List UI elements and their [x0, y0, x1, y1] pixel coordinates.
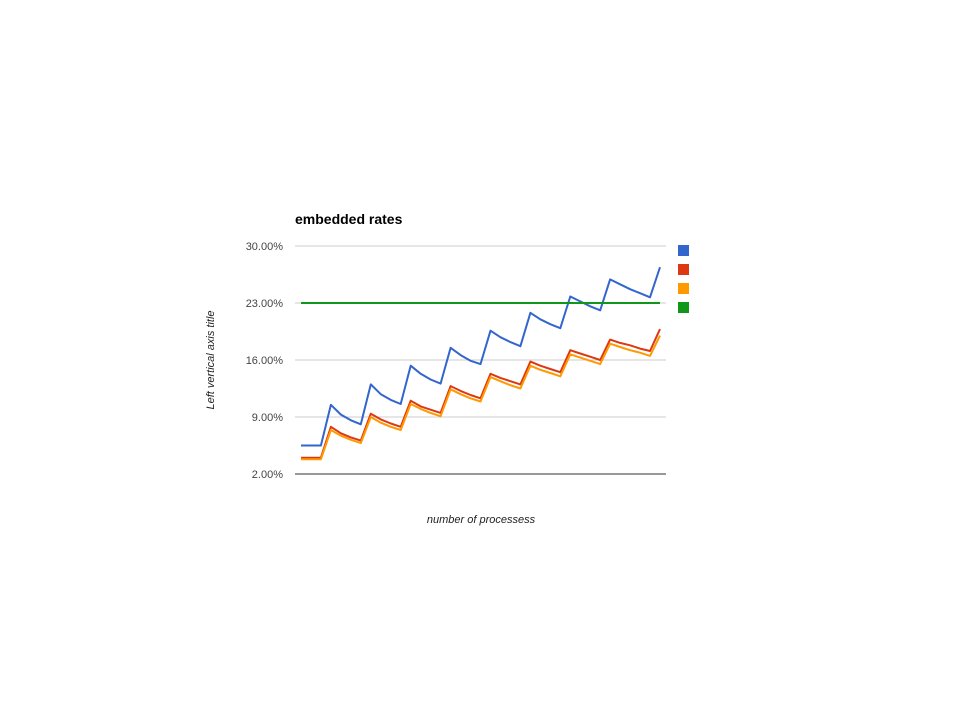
y-tick-label: 9.00%	[252, 412, 283, 424]
y-axis-title: Left vertical axis title	[205, 310, 217, 409]
legend-swatch-4[interactable]	[678, 302, 689, 313]
y-tick-label: 30.00%	[246, 241, 284, 253]
x-axis-title: number of processess	[427, 514, 536, 526]
y-tick-labels: 30.00% 23.00% 16.00% 9.00% 2.00%	[246, 241, 284, 481]
y-tick-label: 16.00%	[246, 355, 284, 367]
y-tick-label: 23.00%	[246, 298, 284, 310]
legend-swatch-2[interactable]	[678, 264, 689, 275]
legend-swatch-3[interactable]	[678, 283, 689, 294]
y-tick-label: 2.00%	[252, 469, 283, 481]
series-line-3	[301, 335, 661, 461]
series-line-2	[301, 328, 661, 459]
legend[interactable]	[678, 245, 689, 313]
chart-title: embedded rates	[295, 211, 403, 227]
series-line-1	[301, 266, 661, 447]
legend-swatch-1[interactable]	[678, 245, 689, 256]
series-lines	[301, 266, 661, 461]
